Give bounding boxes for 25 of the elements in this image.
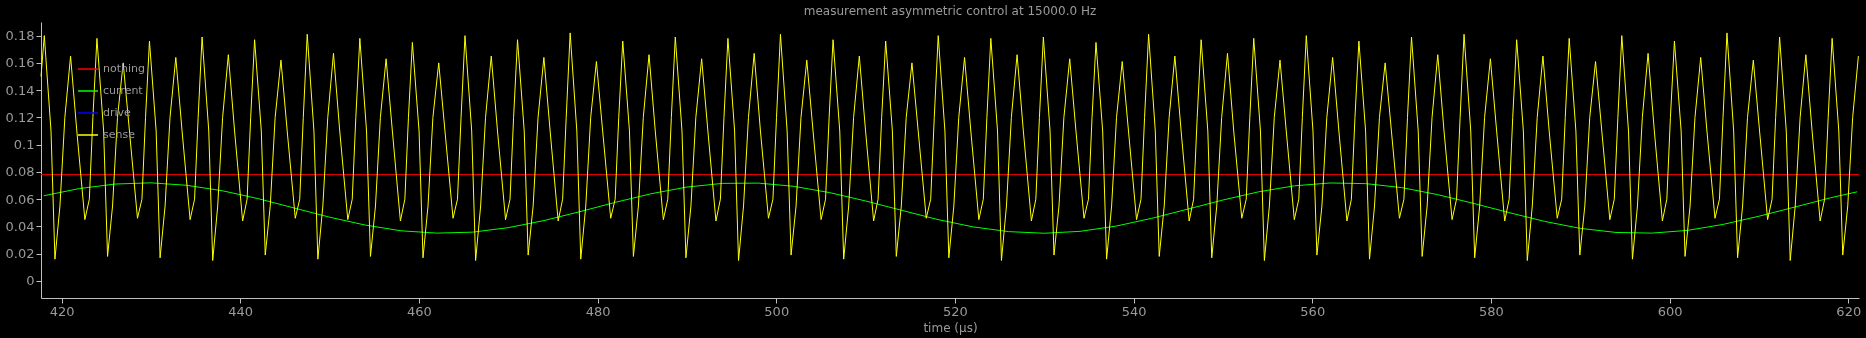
y-tick-label: 0.08: [5, 164, 35, 180]
y-tick-label: 0.16: [5, 55, 35, 71]
x-tick-label: 580: [1479, 303, 1504, 319]
y-tick-label: 0.18: [5, 28, 35, 44]
y-tick-label: 0.12: [5, 109, 35, 125]
x-tick-label: 600: [1657, 303, 1683, 319]
x-tick-label: 500: [764, 303, 790, 319]
x-tick-label: 420: [49, 303, 75, 319]
x-tick-label: 620: [1836, 303, 1862, 319]
y-tick-label: 0.02: [5, 246, 35, 262]
x-tick-label: 460: [406, 303, 432, 319]
y-tick-label: 0.14: [5, 82, 35, 98]
y-tick-label: 0.1: [13, 137, 35, 153]
x-tick-label: 520: [943, 303, 968, 319]
chart-title: measurement asymmetric control at 15000.0 Hz: [803, 4, 1097, 18]
line-series: [40, 32, 1859, 262]
x-tick-label: 540: [1121, 303, 1147, 319]
x-tick-label: 480: [585, 303, 611, 319]
y-tick-label: 0.04: [5, 218, 35, 234]
y-tick-label: 0: [26, 273, 35, 289]
line-series: [43, 182, 1858, 234]
y-tick-label: 0.06: [5, 191, 35, 207]
x-tick-label: 560: [1300, 303, 1326, 319]
x-tick-label: 440: [228, 303, 254, 319]
x-axis-title: time (µs): [923, 320, 978, 335]
